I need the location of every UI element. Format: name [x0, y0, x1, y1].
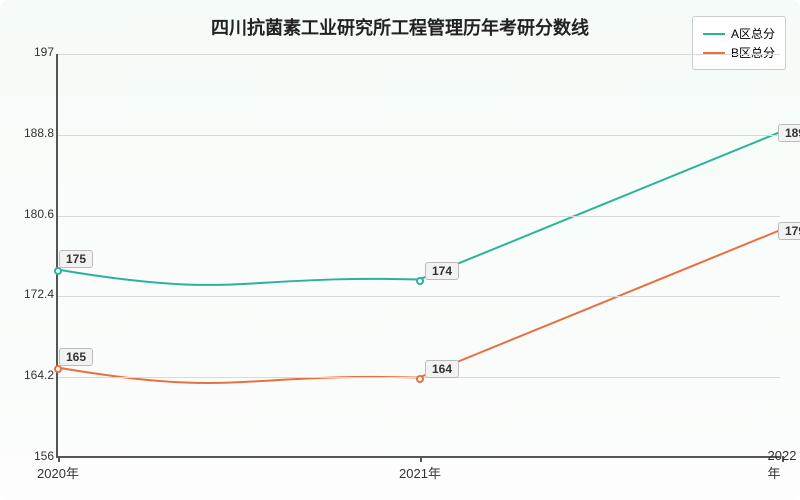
y-axis-label: 156: [14, 449, 54, 463]
data-label: 175: [59, 250, 93, 268]
x-axis-label: 2022年: [768, 448, 797, 482]
y-axis-label: 188.8: [14, 126, 54, 140]
chart-title: 四川抗菌素工业研究所工程管理历年考研分数线: [211, 14, 589, 40]
y-axis-label: 197: [14, 45, 54, 59]
x-axis-tick: [420, 456, 422, 462]
y-axis-label: 164.2: [14, 368, 54, 382]
grid-line: [58, 54, 780, 55]
data-point: [416, 375, 424, 383]
y-axis-label: 180.6: [14, 207, 54, 221]
legend-item-a: A区总分: [703, 25, 775, 42]
chart-container: 四川抗菌素工业研究所工程管理历年考研分数线 A区总分 B区总分 156164.2…: [0, 0, 800, 500]
data-point: [54, 267, 62, 275]
series-line: [59, 132, 779, 284]
data-label: 164: [425, 360, 459, 378]
grid-line: [58, 296, 780, 297]
data-label: 174: [425, 262, 459, 280]
data-point: [54, 365, 62, 373]
legend-label-a: A区总分: [731, 25, 775, 42]
grid-line: [58, 135, 780, 136]
data-label: 179: [778, 222, 800, 240]
grid-line: [58, 216, 780, 217]
x-axis-label: 2020年: [37, 463, 79, 482]
x-axis-tick: [58, 456, 60, 462]
plot-area: 156164.2172.4180.6188.81972020年2021年2022…: [56, 54, 780, 458]
series-line: [59, 230, 779, 382]
x-axis-label: 2021年: [399, 463, 441, 482]
data-point: [416, 277, 424, 285]
y-axis-label: 172.4: [14, 287, 54, 301]
data-label: 189: [778, 124, 800, 142]
legend-swatch-a: [703, 33, 725, 35]
data-label: 165: [59, 348, 93, 366]
chart-lines: [58, 54, 780, 456]
